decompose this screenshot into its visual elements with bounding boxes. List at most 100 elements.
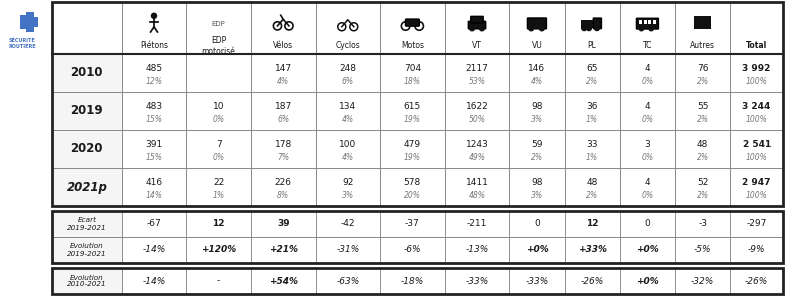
Bar bbox=[564, 211, 620, 237]
Bar bbox=[186, 268, 251, 294]
Bar bbox=[564, 268, 620, 294]
Bar bbox=[620, 211, 675, 237]
Text: 1%: 1% bbox=[213, 191, 225, 200]
Text: -6%: -6% bbox=[403, 245, 421, 255]
Text: 2 541: 2 541 bbox=[743, 140, 771, 149]
Text: 578: 578 bbox=[403, 178, 421, 187]
FancyBboxPatch shape bbox=[405, 19, 419, 26]
Bar bbox=[444, 54, 509, 92]
Text: 65: 65 bbox=[586, 64, 598, 73]
Bar bbox=[52, 130, 122, 168]
Bar bbox=[675, 237, 730, 263]
Text: 100%: 100% bbox=[746, 115, 768, 124]
Bar bbox=[675, 268, 730, 294]
Bar bbox=[52, 268, 783, 294]
Text: 2%: 2% bbox=[586, 191, 598, 200]
Bar bbox=[380, 211, 444, 237]
Bar bbox=[380, 130, 444, 168]
FancyBboxPatch shape bbox=[528, 18, 546, 29]
Text: -14%: -14% bbox=[142, 245, 166, 255]
Text: +0%: +0% bbox=[636, 245, 659, 255]
Text: 3%: 3% bbox=[531, 191, 543, 200]
Bar bbox=[52, 211, 783, 263]
Text: 3: 3 bbox=[644, 140, 650, 149]
Circle shape bbox=[529, 26, 534, 31]
Text: +33%: +33% bbox=[578, 245, 607, 255]
Bar bbox=[509, 268, 564, 294]
Bar bbox=[52, 237, 122, 263]
Bar bbox=[564, 130, 620, 168]
Bar bbox=[122, 92, 186, 130]
Text: 100%: 100% bbox=[746, 153, 768, 162]
Bar bbox=[730, 237, 783, 263]
Bar bbox=[509, 92, 564, 130]
Bar bbox=[730, 211, 783, 237]
Bar bbox=[730, 268, 783, 294]
Bar bbox=[380, 237, 444, 263]
Bar bbox=[122, 237, 186, 263]
Text: 0%: 0% bbox=[641, 191, 653, 200]
Bar bbox=[52, 92, 122, 130]
Bar bbox=[564, 92, 620, 130]
Text: 3%: 3% bbox=[531, 115, 543, 124]
Text: 8%: 8% bbox=[277, 191, 289, 200]
Text: 12: 12 bbox=[586, 220, 598, 229]
Text: -18%: -18% bbox=[401, 276, 424, 286]
Bar bbox=[444, 268, 509, 294]
Bar bbox=[186, 54, 251, 92]
Text: -13%: -13% bbox=[466, 245, 488, 255]
Text: 4%: 4% bbox=[277, 77, 289, 86]
Text: 12%: 12% bbox=[145, 77, 162, 86]
Text: 6%: 6% bbox=[341, 77, 354, 86]
Text: 2%: 2% bbox=[586, 77, 598, 86]
Text: +0%: +0% bbox=[636, 276, 659, 286]
Text: 2%: 2% bbox=[696, 77, 709, 86]
Text: 146: 146 bbox=[528, 64, 546, 73]
Text: 7%: 7% bbox=[277, 153, 289, 162]
Text: +54%: +54% bbox=[268, 276, 298, 286]
Bar bbox=[730, 130, 783, 168]
Bar bbox=[251, 237, 316, 263]
Text: 226: 226 bbox=[275, 178, 292, 187]
Text: 2%: 2% bbox=[696, 153, 709, 162]
Text: 18%: 18% bbox=[404, 77, 421, 86]
Bar bbox=[620, 130, 675, 168]
Text: -31%: -31% bbox=[336, 245, 360, 255]
Text: 48: 48 bbox=[586, 178, 598, 187]
Circle shape bbox=[480, 26, 484, 31]
Bar bbox=[52, 54, 122, 92]
Bar bbox=[316, 130, 380, 168]
Bar bbox=[564, 54, 620, 92]
Bar bbox=[652, 20, 655, 24]
Bar bbox=[444, 2, 509, 54]
Text: 2020: 2020 bbox=[71, 142, 103, 155]
Text: Autres: Autres bbox=[690, 41, 715, 51]
Text: 48: 48 bbox=[697, 140, 708, 149]
Text: 178: 178 bbox=[275, 140, 292, 149]
Bar bbox=[186, 211, 251, 237]
Bar bbox=[620, 92, 675, 130]
Bar bbox=[620, 237, 675, 263]
Bar bbox=[122, 268, 186, 294]
Text: 15%: 15% bbox=[145, 115, 162, 124]
Text: 39: 39 bbox=[277, 220, 290, 229]
Bar bbox=[620, 268, 675, 294]
Text: VT: VT bbox=[472, 41, 482, 51]
Text: 147: 147 bbox=[275, 64, 292, 73]
Bar bbox=[52, 2, 122, 54]
Text: -33%: -33% bbox=[466, 276, 488, 286]
Text: -3: -3 bbox=[698, 220, 707, 229]
Text: -37: -37 bbox=[405, 220, 420, 229]
Bar bbox=[380, 268, 444, 294]
Bar bbox=[122, 130, 186, 168]
Bar bbox=[52, 130, 783, 168]
Bar bbox=[52, 130, 122, 168]
Text: 4: 4 bbox=[644, 102, 650, 111]
Text: 4: 4 bbox=[644, 178, 650, 187]
Text: 98: 98 bbox=[531, 178, 542, 187]
Text: -5%: -5% bbox=[694, 245, 711, 255]
Bar bbox=[509, 130, 564, 168]
Text: 1622: 1622 bbox=[466, 102, 488, 111]
Bar bbox=[444, 92, 509, 130]
Text: 100: 100 bbox=[339, 140, 356, 149]
